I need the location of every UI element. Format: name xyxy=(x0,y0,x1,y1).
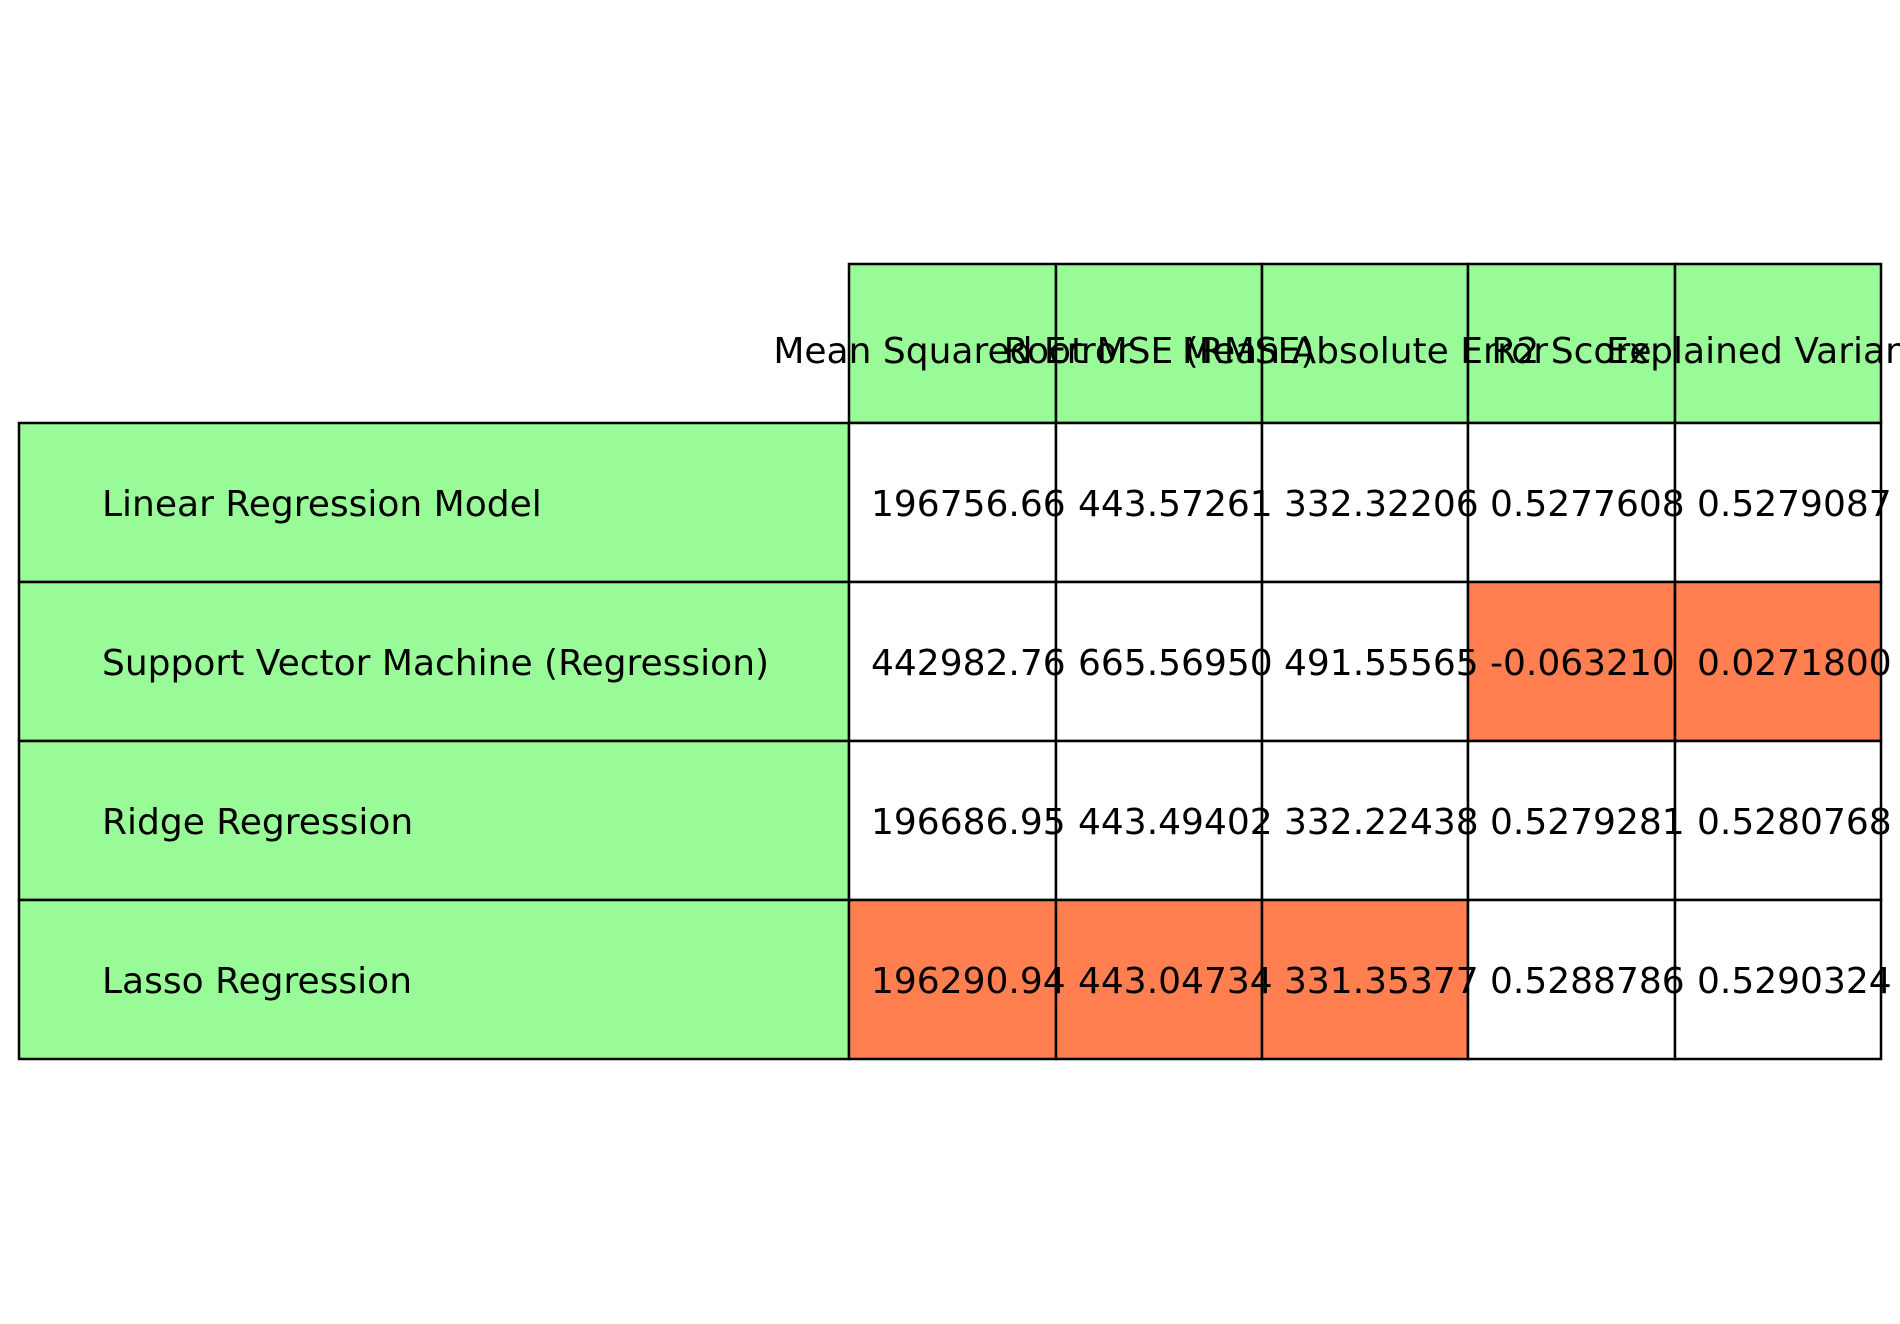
cell-value: 332.22438 xyxy=(1284,802,1479,843)
cell-value: 0.5277608 xyxy=(1490,484,1685,525)
cell-value: 0.5290324 xyxy=(1697,961,1892,1002)
cell-value: 443.04734 xyxy=(1078,961,1273,1002)
data-cell xyxy=(847,739,1058,902)
column-header-cell xyxy=(1260,262,1470,425)
row-label: Linear Regression Model xyxy=(102,484,542,525)
column-header-label: Mean Absolute Error xyxy=(1182,331,1548,372)
row-label-cell xyxy=(17,739,851,902)
cell-value: 0.5288786 xyxy=(1490,961,1685,1002)
highlighted-data-cell xyxy=(1260,898,1470,1061)
row-label: Lasso Regression xyxy=(102,961,412,1002)
cell-value: 0.5280768 xyxy=(1697,802,1892,843)
data-cell xyxy=(1260,739,1470,902)
cell-value: 442982.76 xyxy=(871,643,1066,684)
data-cell xyxy=(1673,898,1883,1061)
column-header-label: Explained Variance xyxy=(1606,331,1900,372)
row-label: Support Vector Machine (Regression) xyxy=(102,643,769,684)
cell-value: 196686.95 xyxy=(871,802,1066,843)
cell-value: 196756.66 xyxy=(871,484,1066,525)
cell-value: 491.55565 xyxy=(1284,643,1479,684)
data-cell xyxy=(1466,898,1677,1061)
data-cell xyxy=(1466,421,1677,584)
data-cell xyxy=(1054,421,1264,584)
cell-value: 665.56950 xyxy=(1078,643,1273,684)
data-cell xyxy=(1673,739,1883,902)
cell-value: 331.35377 xyxy=(1284,961,1479,1002)
cell-value: 0.5279281 xyxy=(1490,802,1685,843)
data-cell xyxy=(1054,739,1264,902)
column-header-label: Mean Squared Error xyxy=(773,331,1132,372)
cell-value: 332.32206 xyxy=(1284,484,1479,525)
highlighted-data-cell xyxy=(1673,580,1883,743)
column-header-label: Root MSE (RMSE) xyxy=(1004,331,1315,372)
cell-value: 0.0271800 xyxy=(1697,643,1892,684)
cell-value: 196290.94 xyxy=(871,961,1066,1002)
cell-value: 0.5279087 xyxy=(1697,484,1892,525)
cell-value: 443.49402 xyxy=(1078,802,1273,843)
data-cell xyxy=(1054,580,1264,743)
row-label: Ridge Regression xyxy=(102,802,413,843)
data-cell xyxy=(1466,739,1677,902)
data-cell xyxy=(1673,421,1883,584)
row-label-cell xyxy=(17,421,851,584)
cell-value: 443.57261 xyxy=(1078,484,1273,525)
column-header-cell xyxy=(847,262,1058,425)
column-header-cell xyxy=(1466,262,1677,425)
column-header-label: R2 Score xyxy=(1491,331,1651,372)
highlighted-data-cell xyxy=(1466,580,1677,743)
highlighted-data-cell xyxy=(847,898,1058,1061)
cell-value: -0.063210 xyxy=(1490,643,1675,684)
column-header-cell xyxy=(1054,262,1264,425)
row-label-cell xyxy=(17,580,851,743)
